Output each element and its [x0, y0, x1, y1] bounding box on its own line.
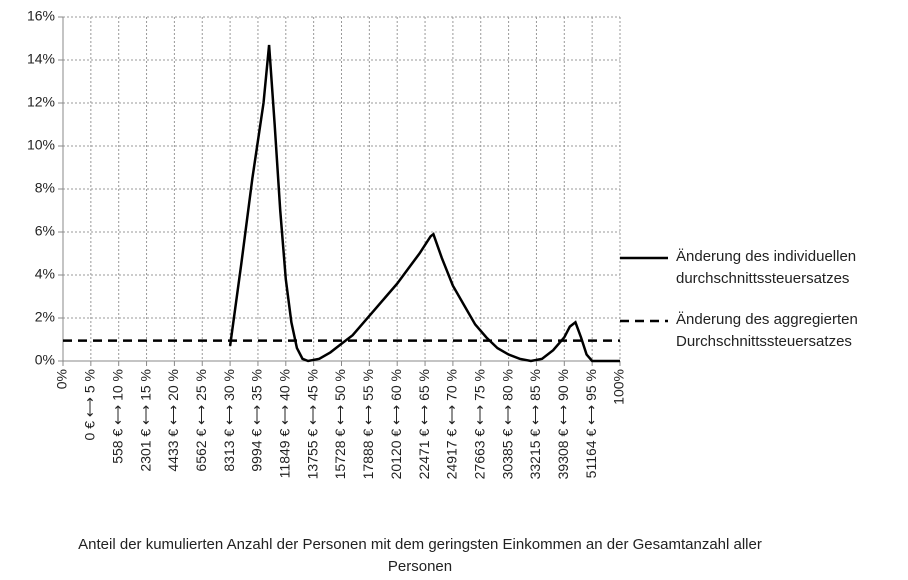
x-tick-label: 39308 € ⟷ 90 % [555, 369, 571, 479]
y-tick-label: 6% [35, 223, 55, 239]
x-tick-label: 24917 € ⟷ 70 % [444, 369, 460, 479]
x-tick-label: 22471 € ⟷ 65 % [416, 369, 432, 479]
y-tick-label: 4% [35, 266, 55, 282]
y-tick-label: 0% [35, 352, 55, 368]
x-tick-label: 4433 € ⟷ 20 % [165, 369, 181, 472]
x-tick-label: 11849 € ⟷ 40 % [277, 369, 293, 478]
x-tick-label: 17888 € ⟷ 55 % [360, 369, 376, 479]
series-line [228, 44, 620, 363]
x-tick-label: 558 € ⟷ 10 % [109, 369, 125, 464]
x-tick-label: 33215 € ⟷ 85 % [527, 369, 543, 479]
x-tick-label: 6562 € ⟷ 25 % [193, 369, 209, 472]
x-tick-label: 27663 € ⟷ 75 % [471, 369, 487, 479]
x-tick-label: 20120 € ⟷ 60 % [388, 369, 404, 479]
x-tick-label: 9994 € ⟷ 35 % [249, 369, 265, 472]
y-tick-label: 2% [35, 309, 55, 325]
y-tick-label: 14% [27, 51, 55, 67]
y-tick-label: 10% [27, 137, 55, 153]
y-tick-label: 16% [27, 8, 55, 24]
x-tick-label: 51164 € ⟷ 95 % [583, 369, 599, 478]
x-tick-label: 8313 € ⟷ 30 % [221, 369, 237, 472]
x-tick-label: 30385 € ⟷ 80 % [499, 369, 515, 479]
y-tick-label: 12% [27, 94, 55, 110]
x-tick-label: 100% [611, 369, 627, 405]
x-tick-label: 13755 € ⟷ 45 % [304, 369, 320, 479]
x-tick-label: 2301 € ⟷ 15 % [137, 369, 153, 472]
x-tick-label: 0 € ⟷ 5 % [82, 369, 98, 440]
x-tick-label: 0% [54, 369, 70, 389]
x-tick-label: 15728 € ⟷ 50 % [332, 369, 348, 479]
legend-label: Änderung des individuellen durchschnitts… [676, 248, 857, 287]
x-axis-label: Anteil der kumulierten Anzahl der Person… [78, 536, 762, 575]
y-tick-label: 8% [35, 180, 55, 196]
legend-label: Änderung des aggregierten Durchschnittss… [676, 311, 858, 350]
